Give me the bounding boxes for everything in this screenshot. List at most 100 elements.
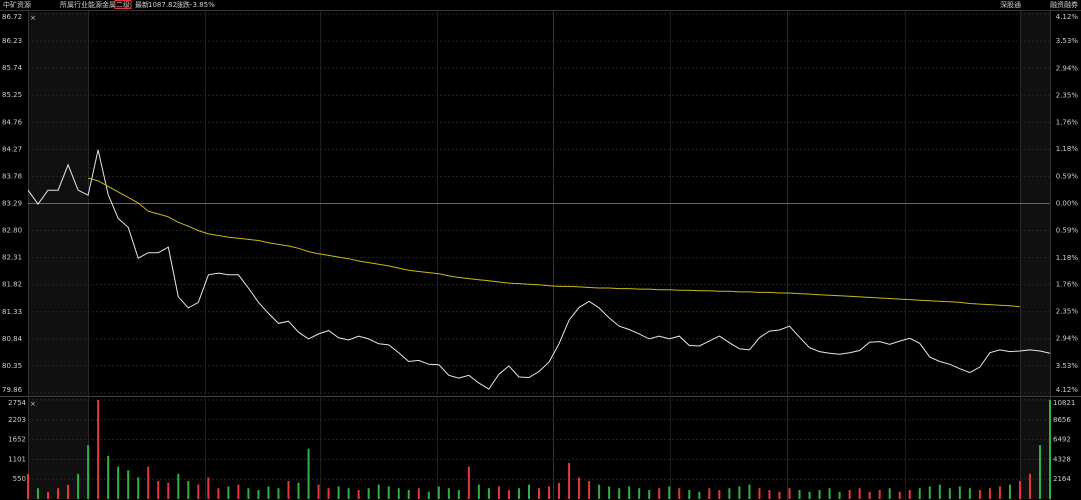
y-tick-label: 86.23 — [2, 37, 22, 45]
panel-shade — [1020, 12, 1050, 397]
volume-bar — [738, 486, 741, 499]
y2-tick-label: 0.59% — [1056, 172, 1079, 180]
y-tick-label: 79.86 — [2, 386, 23, 394]
last-label: 最新 — [135, 0, 149, 9]
volume-bar — [968, 488, 971, 499]
volume-bar — [588, 481, 591, 499]
y2-tick-label: 1.76% — [1056, 119, 1079, 127]
volume-tick-label: 1652 — [8, 436, 26, 444]
volume-bar — [778, 491, 781, 499]
volume-tick-label: 550 — [13, 475, 26, 483]
y2-tick-label: 2.94% — [1056, 64, 1079, 72]
volume-tick-label: 1101 — [8, 455, 26, 463]
link[interactable]: 深股通 — [1000, 0, 1021, 9]
y2-tick-label: 4.12% — [1056, 13, 1079, 21]
industry[interactable]: 能源金属 — [88, 0, 116, 9]
volume-bar — [107, 455, 110, 499]
y-tick-label: 81.33 — [2, 308, 22, 316]
volume-bar — [227, 486, 230, 499]
volume-y2-tick-label: 6492 — [1053, 436, 1071, 444]
volume-bar — [878, 490, 881, 499]
volume-bar — [517, 488, 520, 499]
volume-bar — [678, 488, 681, 499]
volume-bar — [1028, 473, 1031, 499]
volume-bar — [698, 491, 701, 499]
volume-bar — [207, 477, 210, 499]
y-tick-label: 83.78 — [2, 172, 22, 180]
volume-y2-tick-label: 8656 — [1053, 416, 1071, 424]
link[interactable]: 融资融券 — [1050, 0, 1078, 9]
volume-bar — [367, 488, 370, 499]
volume-bar — [147, 466, 150, 499]
volume-bar — [838, 491, 841, 499]
volume-bar — [407, 490, 410, 499]
volume-bar — [447, 488, 450, 499]
price-line — [27, 149, 1051, 390]
volume-bar — [117, 466, 120, 499]
y2-tick-label: 2.35% — [1056, 91, 1079, 99]
volume-bar — [217, 488, 220, 499]
volume-y2-tick-label: 10821 — [1053, 399, 1075, 407]
badge-box — [114, 0, 132, 9]
volume-y2-tick-label: 4328 — [1053, 455, 1071, 463]
volume-bar — [47, 491, 50, 499]
volume-bar — [928, 486, 931, 499]
volume-bar — [628, 486, 631, 499]
volume-bar — [167, 482, 170, 499]
volume-bar — [898, 491, 901, 499]
y2-tick-label: 1.76% — [1056, 280, 1079, 288]
y-tick-label: 81.82 — [2, 281, 22, 289]
volume-bar — [317, 484, 320, 499]
volume-bar — [297, 482, 300, 499]
volume-bar — [848, 490, 851, 499]
volume-bar — [568, 463, 571, 499]
last-value: 1087.82 — [148, 1, 177, 9]
volume-bar — [828, 488, 831, 499]
y2-tick-label: 4.12% — [1056, 386, 1079, 394]
volume-tick-label: 2203 — [8, 416, 26, 424]
volume-bar — [157, 481, 160, 499]
y2-tick-label: 1.18% — [1056, 145, 1079, 153]
volume-bar — [1008, 484, 1011, 499]
volume-bar — [37, 488, 40, 499]
volume-bar — [638, 488, 641, 499]
volume-bar — [618, 488, 621, 499]
change-label: 涨跌 — [176, 0, 190, 9]
volume-bar — [397, 488, 400, 499]
volume-bar — [527, 484, 530, 499]
volume-bar — [808, 491, 811, 499]
volume-bar — [67, 484, 70, 499]
volume-bar — [437, 486, 440, 499]
volume-bar — [197, 484, 200, 499]
volume-bar — [477, 484, 480, 499]
volume-bar — [908, 490, 911, 499]
volume-bar — [708, 488, 711, 499]
volume-bar — [247, 488, 250, 499]
volume-bar — [758, 488, 761, 499]
volume-bar — [277, 488, 280, 499]
y-tick-label: 84.76 — [2, 118, 23, 126]
volume-bar — [728, 488, 731, 499]
close-icon[interactable]: × — [30, 400, 36, 408]
volume-bar — [337, 486, 340, 499]
volume-bar — [818, 490, 821, 499]
average-line — [87, 177, 1020, 308]
volume-bar — [267, 486, 270, 499]
volume-bar — [558, 482, 561, 499]
industry-label: 所属行业 — [60, 0, 88, 9]
volume-bar — [548, 486, 551, 499]
volume-bar — [307, 448, 310, 499]
y-tick-label: 80.84 — [2, 335, 23, 343]
volume-bar — [507, 490, 510, 499]
volume-bar — [718, 490, 721, 499]
volume-bar — [237, 484, 240, 499]
volume-bar — [858, 488, 861, 499]
y2-tick-label: 1.18% — [1056, 254, 1079, 262]
close-icon[interactable]: × — [30, 14, 36, 22]
y2-tick-label: 0.00% — [1056, 200, 1079, 208]
volume-bar — [177, 473, 180, 499]
volume-bar — [538, 488, 540, 499]
header: 中矿资源 所属行业 能源金属 二级 最新 1087.82 涨跌 -3.85% 深… — [3, 0, 1078, 9]
y2-tick-label: 2.94% — [1056, 335, 1079, 343]
